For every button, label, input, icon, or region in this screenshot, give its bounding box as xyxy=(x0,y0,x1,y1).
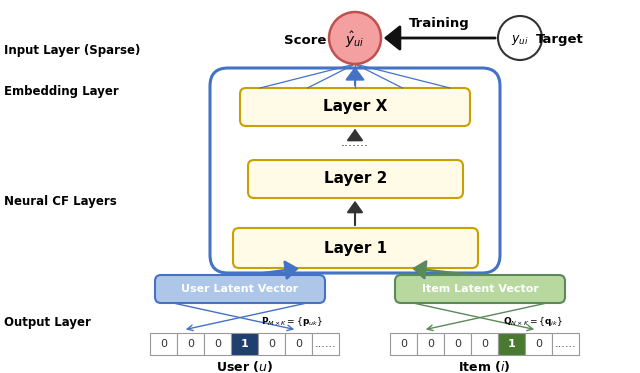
Text: 0: 0 xyxy=(268,339,275,349)
Bar xyxy=(471,333,498,355)
Text: User ($u$): User ($u$) xyxy=(216,360,273,373)
Text: 0: 0 xyxy=(160,339,167,349)
Bar xyxy=(312,333,339,355)
Text: Output Layer: Output Layer xyxy=(4,316,91,329)
Text: 0: 0 xyxy=(400,339,407,349)
Text: 0: 0 xyxy=(454,339,461,349)
FancyBboxPatch shape xyxy=(240,88,470,126)
Bar xyxy=(417,333,444,355)
Text: $\mathbf{P}_{M\times K}=\{\mathbf{p}_{uk}\}$: $\mathbf{P}_{M\times K}=\{\mathbf{p}_{uk… xyxy=(261,316,323,329)
Text: .......: ....... xyxy=(341,137,369,150)
Text: User Latent Vector: User Latent Vector xyxy=(181,284,299,294)
Text: 0: 0 xyxy=(187,339,194,349)
Text: Score: Score xyxy=(284,34,326,47)
Text: Input Layer (Sparse): Input Layer (Sparse) xyxy=(4,44,140,57)
Bar xyxy=(525,333,552,355)
Text: ......: ...... xyxy=(315,339,337,349)
Text: $\hat{y}_{ui}$: $\hat{y}_{ui}$ xyxy=(345,30,365,50)
Text: Layer 2: Layer 2 xyxy=(324,172,387,186)
Text: ......: ...... xyxy=(555,339,577,349)
Text: 1: 1 xyxy=(241,339,248,349)
Circle shape xyxy=(498,16,542,60)
FancyBboxPatch shape xyxy=(233,228,478,268)
Text: 0: 0 xyxy=(214,339,221,349)
Text: Item ($i$): Item ($i$) xyxy=(458,360,511,373)
Text: Training: Training xyxy=(409,18,470,31)
FancyBboxPatch shape xyxy=(395,275,565,303)
FancyBboxPatch shape xyxy=(248,160,463,198)
Text: Target: Target xyxy=(536,34,584,47)
Text: 0: 0 xyxy=(535,339,542,349)
Text: Item Latent Vector: Item Latent Vector xyxy=(422,284,538,294)
Text: Layer X: Layer X xyxy=(323,100,387,115)
Bar xyxy=(150,333,177,355)
Text: 0: 0 xyxy=(295,339,302,349)
Text: 0: 0 xyxy=(427,339,434,349)
Text: $y_{ui}$: $y_{ui}$ xyxy=(511,33,529,47)
Bar xyxy=(498,333,525,355)
Bar xyxy=(177,333,204,355)
Text: 1: 1 xyxy=(508,339,515,349)
Bar xyxy=(390,333,417,355)
Bar xyxy=(258,333,285,355)
FancyBboxPatch shape xyxy=(155,275,325,303)
Text: $\mathbf{Q}_{N\times K}=\{\mathbf{q}_{ik}\}$: $\mathbf{Q}_{N\times K}=\{\mathbf{q}_{ik… xyxy=(503,316,563,329)
Bar xyxy=(444,333,471,355)
Bar xyxy=(285,333,312,355)
Bar xyxy=(552,333,579,355)
Circle shape xyxy=(329,12,381,64)
Bar xyxy=(231,333,258,355)
FancyBboxPatch shape xyxy=(210,68,500,273)
Text: Embedding Layer: Embedding Layer xyxy=(4,85,119,98)
Text: Neural CF Layers: Neural CF Layers xyxy=(4,195,116,208)
Text: 0: 0 xyxy=(481,339,488,349)
Bar xyxy=(204,333,231,355)
Text: Layer 1: Layer 1 xyxy=(324,241,387,256)
